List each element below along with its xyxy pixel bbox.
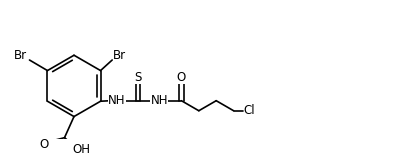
Text: Br: Br [113, 49, 126, 62]
Text: O: O [177, 71, 186, 84]
Text: Cl: Cl [244, 104, 255, 117]
Text: S: S [134, 71, 142, 84]
Text: OH: OH [72, 143, 90, 156]
Text: NH: NH [108, 94, 126, 107]
Text: NH: NH [151, 94, 168, 107]
Text: O: O [40, 138, 49, 151]
Text: Br: Br [14, 49, 27, 62]
